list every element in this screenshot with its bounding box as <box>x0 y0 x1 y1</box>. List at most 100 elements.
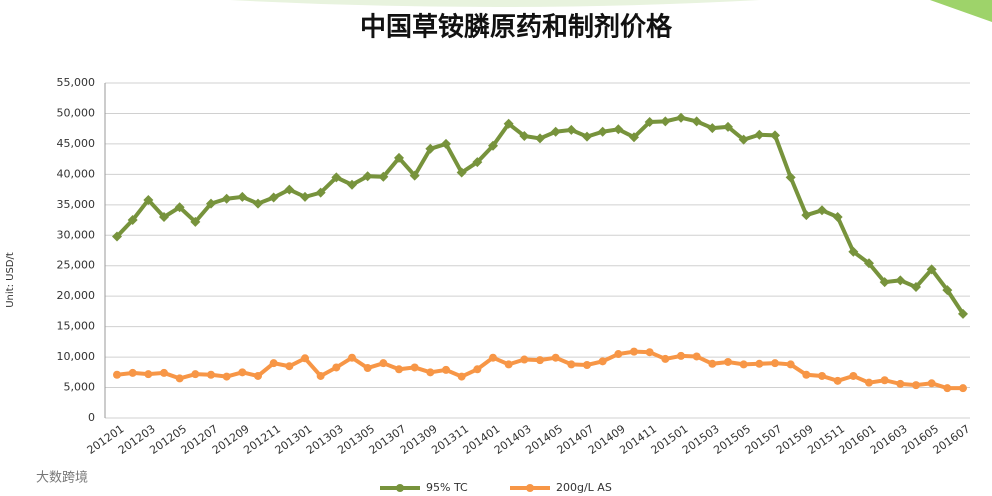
marker <box>879 277 890 288</box>
marker <box>660 116 671 127</box>
marker <box>269 359 278 368</box>
y-axis-label: Unit: USD/t <box>5 252 16 308</box>
marker <box>237 191 248 202</box>
marker <box>630 347 638 356</box>
marker <box>160 368 168 377</box>
marker <box>911 282 921 293</box>
marker <box>629 132 639 143</box>
marker <box>112 231 122 242</box>
y-tick-label: 45,000 <box>57 137 96 150</box>
marker <box>316 371 325 380</box>
marker <box>644 116 655 127</box>
marker <box>896 379 905 388</box>
marker <box>661 354 670 363</box>
marker <box>191 370 200 379</box>
marker <box>801 210 812 221</box>
marker <box>724 357 732 366</box>
marker <box>848 246 859 257</box>
marker <box>755 359 764 368</box>
marker <box>347 179 357 190</box>
marker <box>520 355 529 364</box>
marker <box>738 134 749 145</box>
marker <box>300 191 310 202</box>
y-tick-label: 5,000 <box>64 381 96 394</box>
marker <box>677 351 685 360</box>
marker <box>864 258 874 269</box>
y-tick-label: 20,000 <box>57 289 96 302</box>
marker <box>378 171 389 182</box>
marker <box>817 205 827 216</box>
marker <box>551 353 560 362</box>
marker <box>503 118 514 129</box>
marker <box>833 376 842 385</box>
marker <box>692 352 701 361</box>
legend-label: 95% TC <box>426 481 468 494</box>
marker <box>284 184 295 195</box>
marker <box>113 370 121 379</box>
marker <box>473 365 482 374</box>
marker <box>785 172 796 183</box>
marker <box>959 384 967 393</box>
marker <box>489 353 497 362</box>
y-tick-label: 40,000 <box>57 167 96 180</box>
marker <box>128 368 137 377</box>
marker <box>645 348 654 357</box>
marker <box>895 275 906 286</box>
marker <box>566 124 577 135</box>
y-tick-label: 50,000 <box>57 106 96 119</box>
marker <box>143 194 154 205</box>
marker <box>394 152 404 163</box>
marker <box>926 264 937 275</box>
marker <box>456 167 467 178</box>
marker <box>174 202 185 213</box>
marker <box>582 131 592 142</box>
y-tick-label: 0 <box>88 411 95 424</box>
marker <box>221 193 232 204</box>
marker <box>802 370 811 379</box>
marker <box>504 360 513 369</box>
marker <box>206 198 216 209</box>
marker <box>818 371 826 380</box>
marker <box>770 130 780 141</box>
marker <box>426 368 435 377</box>
marker <box>567 360 576 369</box>
y-tick-label: 35,000 <box>57 198 96 211</box>
marker <box>613 124 624 135</box>
marker <box>379 359 388 368</box>
marker <box>222 372 231 381</box>
marker <box>363 364 372 373</box>
marker <box>598 357 607 366</box>
marker <box>550 126 561 137</box>
marker <box>362 171 373 182</box>
marker <box>912 381 920 390</box>
marker <box>254 371 262 380</box>
marker <box>332 363 341 372</box>
decoration <box>230 0 760 7</box>
decoration <box>930 0 992 22</box>
marker <box>707 123 718 134</box>
y-tick-label: 10,000 <box>57 350 96 363</box>
marker <box>331 172 342 183</box>
marker <box>144 370 153 379</box>
marker <box>786 360 795 369</box>
marker <box>942 285 953 296</box>
marker <box>583 361 591 370</box>
legend-marker <box>396 484 404 492</box>
marker <box>472 157 483 168</box>
marker <box>927 379 936 388</box>
marker <box>348 353 356 362</box>
brand: 大数跨境 <box>36 471 88 486</box>
y-tick-label: 15,000 <box>57 320 96 333</box>
marker <box>943 384 952 393</box>
marker <box>708 359 717 368</box>
marker <box>597 126 608 137</box>
marker <box>676 112 686 123</box>
marker <box>207 370 215 379</box>
legend-marker <box>526 484 534 492</box>
marker <box>832 212 843 222</box>
marker <box>190 216 201 227</box>
marker <box>175 374 184 383</box>
marker <box>958 308 968 319</box>
marker <box>739 360 748 369</box>
